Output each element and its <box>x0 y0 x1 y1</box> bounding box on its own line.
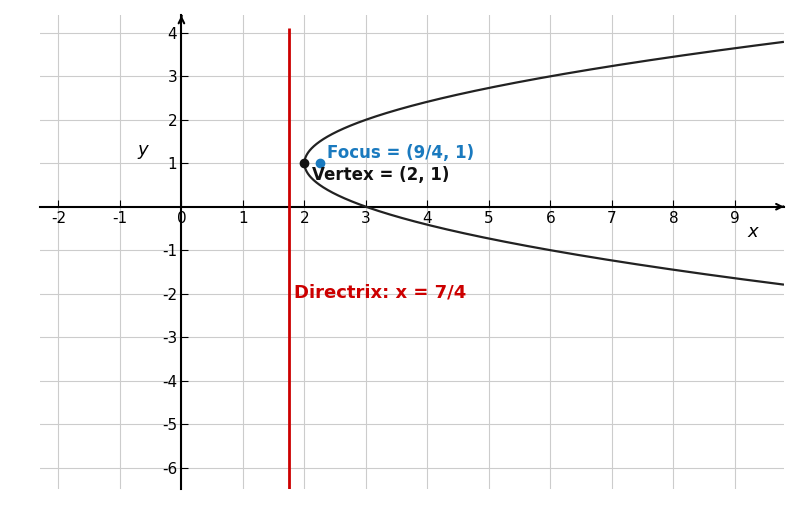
Text: x: x <box>748 223 758 241</box>
Text: y: y <box>137 141 148 159</box>
Text: Vertex = (2, 1): Vertex = (2, 1) <box>312 166 449 184</box>
Text: Focus = (9/4, 1): Focus = (9/4, 1) <box>327 144 474 162</box>
Text: Directrix: x = 7/4: Directrix: x = 7/4 <box>294 284 466 302</box>
